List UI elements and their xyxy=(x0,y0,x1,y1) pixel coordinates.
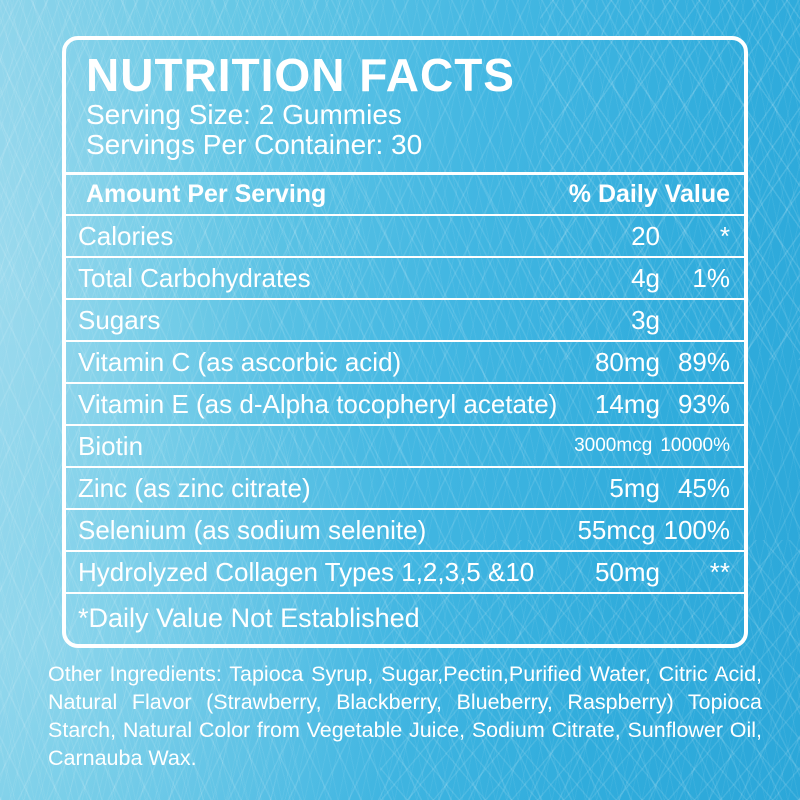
nutrient-amount: 5mg xyxy=(609,472,660,503)
separator xyxy=(66,508,744,510)
nutrient-name: Calories xyxy=(78,220,174,251)
nutrient-row-vitamin-c: Vitamin C (as ascorbic acid) 80mg 89% xyxy=(66,342,744,382)
nutrient-daily-value: 89% xyxy=(677,346,730,377)
separator xyxy=(66,340,744,342)
nutrition-facts-panel: NUTRITION FACTS Serving Size: 2 Gummies … xyxy=(62,36,748,648)
nutrient-row-selenium: Selenium (as sodium selenite) 55mcg 100% xyxy=(66,510,744,550)
separator xyxy=(66,256,744,258)
nutrient-daily-value: 100% xyxy=(663,514,731,545)
other-ingredients-text: Other Ingredients: Tapioca Syrup, Sugar,… xyxy=(48,662,762,770)
column-header-row: Amount Per Serving % Daily Value xyxy=(66,175,744,214)
nutrient-row-biotin: Biotin 3000mcg 10000% xyxy=(66,426,744,466)
nutrient-daily-value: ** xyxy=(709,556,730,587)
nutrient-daily-value: 45% xyxy=(677,472,730,503)
nutrient-amount: 50mg xyxy=(594,556,660,587)
nutrient-row-vitamin-e: Vitamin E (as d-Alpha tocopheryl acetate… xyxy=(66,384,744,424)
separator xyxy=(66,214,744,216)
nutrient-name: Vitamin C (as ascorbic acid) xyxy=(78,346,402,377)
nutrient-name: Selenium (as sodium selenite) xyxy=(78,514,427,545)
nutrient-amount: 4g xyxy=(631,262,660,293)
nutrient-daily-value: 1% xyxy=(692,262,730,293)
nutrient-amount: 55mcg xyxy=(577,514,656,545)
separator xyxy=(66,550,744,552)
daily-value-footnote: *Daily Value Not Established xyxy=(66,594,744,642)
separator xyxy=(66,592,744,594)
nutrient-amount: 14mg xyxy=(594,388,660,419)
nutrient-name: Biotin xyxy=(78,430,144,461)
servings-per-container-text: Servings Per Container: 30 xyxy=(86,129,423,160)
nutrient-amount: 3g xyxy=(631,304,660,335)
serving-size-text: Serving Size: 2 Gummies xyxy=(86,99,402,130)
separator xyxy=(66,382,744,384)
nutrient-name: Hydrolyzed Collagen Types 1,2,3,5 &10 xyxy=(78,556,535,587)
nutrient-daily-value: * xyxy=(719,220,730,251)
nutrient-name: Vitamin E (as d-Alpha tocopheryl acetate… xyxy=(78,388,558,419)
footnote-text: *Daily Value Not Established xyxy=(78,602,420,633)
nutrition-facts-title: NUTRITION FACTS xyxy=(86,49,515,101)
nutrient-name: Total Carbohydrates xyxy=(78,262,311,293)
nutrient-amount: 3000mcg xyxy=(574,435,653,456)
panel-header: NUTRITION FACTS Serving Size: 2 Gummies … xyxy=(66,40,744,172)
nutrient-row-calories: Calories 20 * xyxy=(66,216,744,256)
nutrient-row-sugars: Sugars 3g xyxy=(66,300,744,340)
column-header-amount: Amount Per Serving xyxy=(86,180,327,208)
separator xyxy=(66,298,744,300)
nutrient-amount: 80mg xyxy=(594,346,660,377)
nutrient-name: Zinc (as zinc citrate) xyxy=(78,472,311,503)
nutrient-amount: 20 xyxy=(631,220,660,251)
nutrient-row-zinc: Zinc (as zinc citrate) 5mg 45% xyxy=(66,468,744,508)
nutrient-daily-value: 93% xyxy=(677,388,730,419)
separator xyxy=(66,172,744,175)
nutrient-daily-value: 10000% xyxy=(660,435,730,456)
nutrient-row-total-carbohydrates: Total Carbohydrates 4g 1% xyxy=(66,258,744,298)
separator xyxy=(66,466,744,468)
nutrient-row-hydrolyzed-collagen: Hydrolyzed Collagen Types 1,2,3,5 &10 50… xyxy=(66,552,744,592)
nutrient-name: Sugars xyxy=(78,304,161,335)
separator xyxy=(66,424,744,426)
column-header-daily-value: % Daily Value xyxy=(568,180,730,208)
